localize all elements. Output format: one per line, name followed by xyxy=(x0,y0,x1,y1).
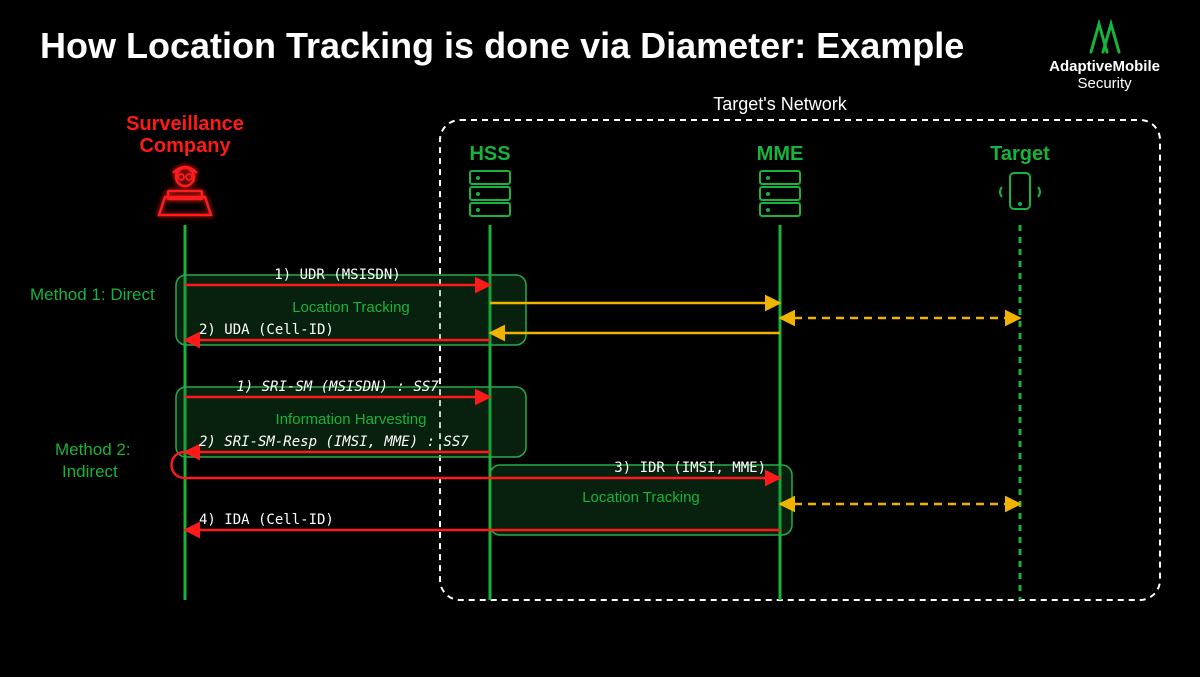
arrow-label: 2) UDA (Cell-ID) xyxy=(199,322,334,338)
network-label: Target's Network xyxy=(713,94,847,114)
sequence-diagram: Target's Network SurveillanceCompany HSS M… xyxy=(0,0,1200,677)
method1-label: Method 1: Direct xyxy=(30,285,155,304)
hacker-icon xyxy=(159,167,211,215)
arrow-label: 2) SRI-SM-Resp (IMSI, MME) : SS7 xyxy=(199,434,469,450)
group-box-title-loc1: Location Tracking xyxy=(292,299,410,316)
actor-label-target: Target xyxy=(990,143,1050,165)
group-box-title-info: Information Harvesting xyxy=(276,411,427,428)
actor-label-attacker: Company xyxy=(139,135,231,157)
server-icon xyxy=(470,171,510,216)
arrow-label: 3) IDR (IMSI, MME) xyxy=(614,460,766,476)
arrow-label: 4) IDA (Cell-ID) xyxy=(199,512,334,528)
method2-label-line1: Method 2: xyxy=(55,440,131,459)
actor-label-attacker: Surveillance xyxy=(126,113,244,135)
server-icon xyxy=(760,171,800,216)
actor-label-mme: MME xyxy=(757,143,804,165)
actor-label-hss: HSS xyxy=(469,143,510,165)
phone-icon xyxy=(1000,173,1040,209)
arrow-label: 1) SRI-SM (MSISDN) : SS7 xyxy=(236,379,439,395)
method2-label-line2: Indirect xyxy=(62,462,118,481)
arrow-label: 1) UDR (MSISDN) xyxy=(274,267,400,283)
group-box-title-loc2: Location Tracking xyxy=(582,489,700,506)
